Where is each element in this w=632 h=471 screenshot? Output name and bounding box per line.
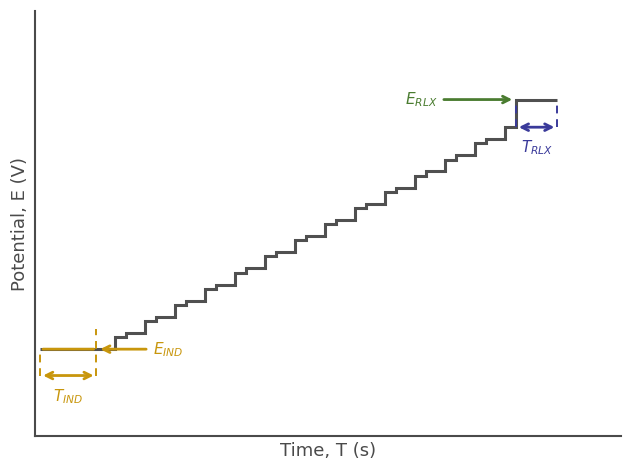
Text: $T_{IND}$: $T_{IND}$ <box>53 388 83 406</box>
Text: $E_{RLX}$: $E_{RLX}$ <box>405 90 437 109</box>
X-axis label: Time, T (s): Time, T (s) <box>280 442 376 460</box>
Y-axis label: Potential, E (V): Potential, E (V) <box>11 157 29 291</box>
Text: $T_{RLX}$: $T_{RLX}$ <box>521 138 552 156</box>
Text: $E_{IND}$: $E_{IND}$ <box>153 340 183 358</box>
